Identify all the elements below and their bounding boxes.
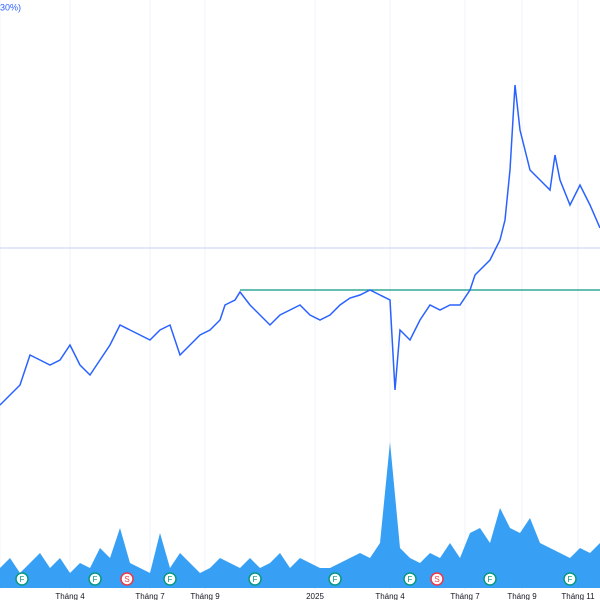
x-tick-label: 2025 — [306, 592, 324, 600]
event-label: F — [568, 575, 573, 584]
x-tick-label: Tháng 9 — [507, 592, 537, 600]
price-line — [0, 84, 600, 406]
event-marker — [248, 572, 262, 586]
event-marker — [163, 572, 177, 586]
event-marker — [403, 572, 417, 586]
event-label: F — [408, 575, 413, 584]
event-label: S — [124, 575, 129, 584]
event-label: F — [488, 575, 493, 584]
legend-text: 30%) — [0, 2, 21, 12]
x-tick-label: Tháng 11 — [561, 592, 595, 600]
volume-area — [0, 442, 600, 588]
event-marker — [328, 572, 342, 586]
event-marker — [563, 572, 577, 586]
event-label: F — [20, 575, 25, 584]
event-label: S — [434, 575, 439, 584]
x-tick-label: Tháng 7 — [450, 592, 480, 600]
x-tick-label: Tháng 9 — [190, 592, 220, 600]
event-label: F — [253, 575, 258, 584]
x-tick-label: Tháng 4 — [55, 592, 85, 600]
event-label: F — [93, 575, 98, 584]
event-label: F — [333, 575, 338, 584]
event-marker — [120, 572, 134, 586]
x-tick-label: 4 — [0, 592, 1, 600]
x-tick-label: Tháng 7 — [135, 592, 165, 600]
event-marker — [88, 572, 102, 586]
event-marker — [483, 572, 497, 586]
event-marker — [430, 572, 444, 586]
event-label: F — [168, 575, 173, 584]
event-marker — [15, 572, 29, 586]
x-tick-label: Tháng 4 — [375, 592, 405, 600]
